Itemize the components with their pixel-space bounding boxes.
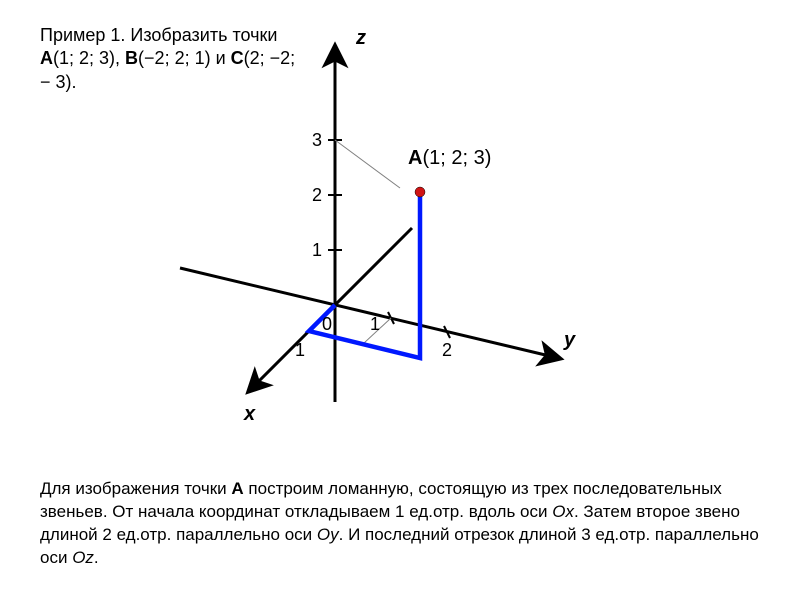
point-a-marker <box>415 187 425 197</box>
explanation-text: Для изображения точки A построим ломанну… <box>40 478 760 570</box>
z-tick-2-label: 2 <box>312 185 322 205</box>
x-tick-1-label: 1 <box>295 340 305 360</box>
coordinate-diagram: z y x 0 1 2 3 1 2 1 A(1; 2; 3) <box>0 0 800 480</box>
exp-oy: Oy <box>317 525 339 544</box>
exp-ox: Ox <box>552 502 574 521</box>
y-tick-2-label: 2 <box>442 340 452 360</box>
y-tick-1-label: 1 <box>370 314 380 334</box>
exp-l1a: Для изображения точки <box>40 479 231 498</box>
axis-z-label: z <box>355 27 366 49</box>
z-tick-3-label: 3 <box>312 130 322 150</box>
axis-x-label: x <box>243 403 256 425</box>
point-a-label: A(1; 2; 3) <box>408 147 491 169</box>
construction-top-link <box>335 140 400 188</box>
origin-label: 0 <box>322 314 332 334</box>
exp-l3: . <box>94 548 99 567</box>
z-tick-1-label: 1 <box>312 240 322 260</box>
exp-A: A <box>231 479 243 498</box>
axis-y-label: y <box>563 329 576 351</box>
exp-oz: Oz <box>72 548 94 567</box>
